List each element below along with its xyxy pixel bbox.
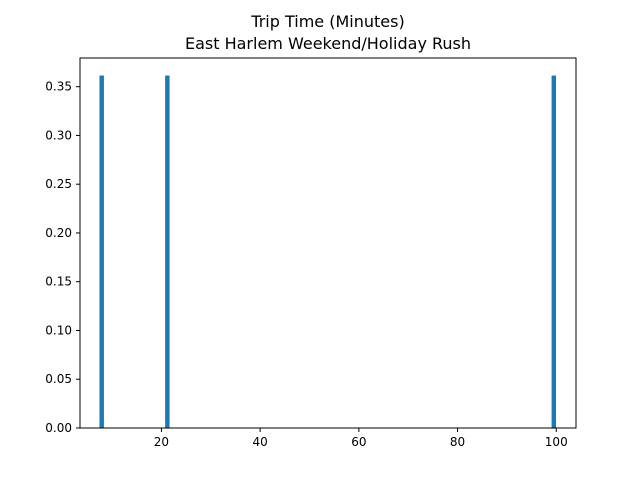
bar	[165, 75, 170, 429]
y-tick-label: 0.35	[45, 80, 72, 94]
y-tick-label: 0.25	[45, 177, 72, 191]
y-tick-label: 0.10	[45, 323, 72, 337]
chart-title: Trip Time (Minutes)	[250, 12, 404, 31]
bar	[551, 75, 557, 429]
x-tick-label: 60	[351, 435, 366, 449]
y-tick-label: 0.00	[45, 421, 72, 435]
x-tick-label: 20	[154, 435, 169, 449]
x-tick-label: 40	[252, 435, 267, 449]
x-tick-label: 80	[450, 435, 465, 449]
chart-subtitle: East Harlem Weekend/Holiday Rush	[185, 34, 471, 53]
y-tick-label: 0.05	[45, 372, 72, 386]
plot-area: 20 40 60 80 100 0.00 0.05 0.10 0.15 0.20 0.25 0.30 0…	[45, 57, 577, 449]
y-tick-label: 0.30	[45, 128, 72, 142]
y-tick-label: 0.15	[45, 275, 72, 289]
axes-frame	[79, 57, 577, 429]
bar	[99, 75, 104, 429]
x-tick-label: 100	[545, 435, 568, 449]
y-tick-label: 0.20	[45, 226, 72, 240]
